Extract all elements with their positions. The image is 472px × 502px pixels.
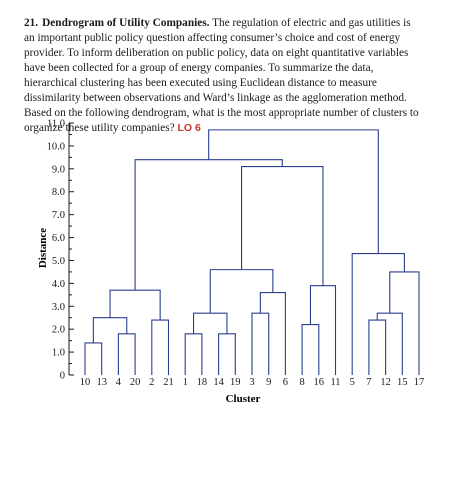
leaf-label: 17: [414, 377, 425, 388]
leaf-label: 4: [116, 377, 122, 388]
dendrogram-link: [218, 333, 236, 375]
problem-number: 21.: [24, 17, 39, 29]
y-tick-label: 5.0: [52, 256, 65, 267]
y-tick-label: 3.0: [52, 302, 65, 313]
dendrogram-link: [259, 291, 286, 375]
y-tick-label: 11.0: [47, 119, 65, 130]
dendrogram-link: [241, 165, 324, 286]
leaf-label: 20: [130, 377, 141, 388]
problem-title: Dendrogram of Utility Companies.: [42, 17, 210, 29]
leaf-label: 12: [380, 377, 391, 388]
leaf-label: 10: [80, 377, 91, 388]
y-tick-label: 1.0: [52, 348, 65, 359]
leaf-labels: 10 13 4 20 2 21 1 18 14 19 3 9 6 8 16 11 5 7 12 15 17: [80, 377, 425, 388]
y-axis-label: Distance: [37, 228, 49, 268]
dendrogram-link: [368, 319, 387, 375]
x-axis-label: Cluster: [226, 393, 261, 405]
dendrogram-link: [92, 317, 128, 343]
y-tick-label: 4.0: [52, 279, 65, 290]
y-tick-label: 0: [60, 371, 65, 382]
dendrogram-link: [301, 324, 320, 375]
leaf-label: 13: [96, 377, 107, 388]
leaf-label: 11: [330, 377, 340, 388]
y-tick-label: 2.0: [52, 325, 65, 336]
dendrogram-link: [193, 312, 228, 334]
dendrogram-link: [117, 333, 136, 375]
leaf-label: 21: [163, 377, 174, 388]
leaf-label: 8: [299, 377, 304, 388]
leaf-label: 2: [149, 377, 154, 388]
leaf-label: 1: [183, 377, 188, 388]
dendrogram-link: [351, 253, 405, 375]
y-axis: 0 1.0 2.0 3.0 4.0 5.0 6.0 7.0 8.0 9.0 10.0 11.0: [47, 119, 74, 382]
problem-body: The regulation of electric and gas utili…: [24, 17, 419, 134]
dendrogram-link: [109, 289, 161, 321]
dendrogram-link: [184, 333, 203, 375]
y-tick-label: 9.0: [52, 164, 65, 175]
dendrogram-link: [151, 319, 170, 375]
dendrogram-link: [376, 312, 403, 375]
leaf-label: 9: [266, 377, 271, 388]
y-tick-label: 7.0: [52, 210, 65, 221]
dendrogram-tree: [84, 129, 420, 375]
learning-objective-tag: LO 6: [177, 122, 201, 134]
leaf-label: 16: [314, 377, 325, 388]
leaf-label: 19: [230, 377, 241, 388]
leaf-label: 15: [397, 377, 408, 388]
y-tick-label: 10.0: [47, 141, 65, 152]
leaf-label: 5: [350, 377, 355, 388]
dendrogram-link: [84, 342, 103, 375]
leaf-label: 7: [366, 377, 371, 388]
dendrogram-link: [208, 129, 379, 254]
leaf-label: 6: [283, 377, 288, 388]
y-tick-label: 6.0: [52, 233, 65, 244]
dendrogram-link: [309, 285, 337, 375]
leaf-label: 14: [213, 377, 224, 388]
dendrogram-link: [251, 312, 270, 375]
leaf-label: 3: [249, 377, 254, 388]
leaf-label: 18: [197, 377, 208, 388]
dendrogram-link: [389, 271, 420, 375]
problem-statement: 21. Dendrogram of Utility Companies. The …: [24, 16, 424, 136]
dendrogram-link: [134, 159, 283, 291]
dendrogram-link: [209, 269, 274, 314]
y-tick-label: 8.0: [52, 187, 65, 198]
